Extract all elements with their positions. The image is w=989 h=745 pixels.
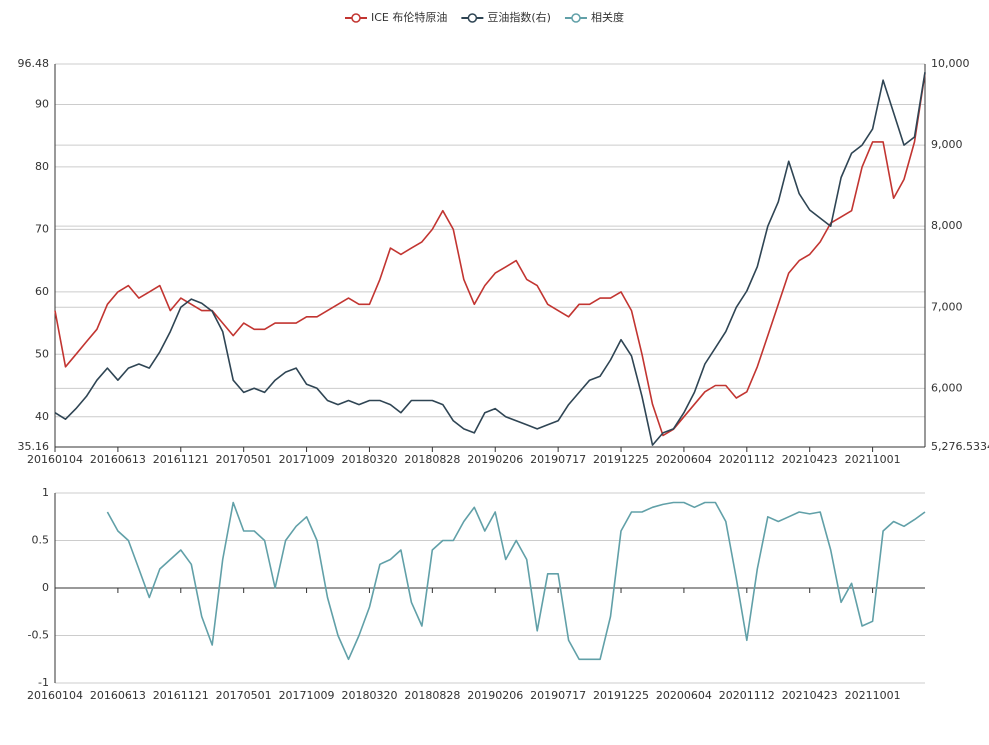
y2-tick-label: 7,000: [931, 300, 963, 313]
x-tick-label: 20201112: [719, 689, 775, 702]
x-tick-label: 20160104: [27, 689, 83, 702]
legend-label: 豆油指数(右): [487, 10, 551, 24]
y-tick-label: -0.5: [28, 629, 49, 642]
x-tick-label: 20190206: [467, 453, 523, 466]
y-tick-label: 1: [42, 486, 49, 499]
y-tick-label: 40: [35, 410, 49, 423]
x-tick-label: 20160613: [90, 453, 146, 466]
x-tick-label: 20210423: [782, 689, 838, 702]
y-tick-label: 35.16: [18, 440, 50, 453]
y-tick-label: 60: [35, 285, 49, 298]
y-tick-label: 50: [35, 347, 49, 360]
x-tick-label: 20211001: [845, 689, 901, 702]
y2-tick-label: 9,000: [931, 138, 963, 151]
x-tick-label: 20160104: [27, 453, 83, 466]
x-tick-label: 20180828: [404, 689, 460, 702]
x-tick-label: 20170501: [216, 453, 272, 466]
x-tick-label: 20201112: [719, 453, 775, 466]
series-line: [54, 71, 926, 446]
legend-marker: [351, 13, 361, 23]
series-line: [54, 73, 926, 437]
y-tick-label: 90: [35, 97, 49, 110]
y-tick-label: 80: [35, 160, 49, 173]
y2-tick-label: 10,000: [931, 57, 970, 70]
y2-tick-label: 6,000: [931, 381, 963, 394]
y-tick-label: -1: [38, 676, 49, 689]
x-tick-label: 20190717: [530, 689, 586, 702]
x-tick-label: 20210423: [782, 453, 838, 466]
legend-label: ICE 布伦特原油: [371, 10, 447, 24]
x-tick-label: 20170501: [216, 689, 272, 702]
series-line: [106, 501, 926, 661]
x-tick-label: 20160613: [90, 689, 146, 702]
y-tick-label: 96.48: [18, 57, 50, 70]
x-tick-label: 20191225: [593, 453, 649, 466]
x-tick-label: 20180828: [404, 453, 460, 466]
x-tick-label: 20180320: [341, 453, 397, 466]
x-tick-label: 20200604: [656, 689, 712, 702]
y2-tick-label: 5,276.5334: [931, 440, 989, 453]
x-tick-label: 20200604: [656, 453, 712, 466]
x-tick-label: 20190206: [467, 689, 523, 702]
y-tick-label: 0: [42, 581, 49, 594]
x-tick-label: 20211001: [845, 453, 901, 466]
legend-label: 相关度: [591, 10, 624, 24]
y-tick-label: 70: [35, 222, 49, 235]
x-tick-label: 20190717: [530, 453, 586, 466]
x-tick-label: 20191225: [593, 689, 649, 702]
x-tick-label: 20171009: [279, 689, 335, 702]
x-tick-label: 20180320: [341, 689, 397, 702]
x-tick-label: 20171009: [279, 453, 335, 466]
legend-marker: [571, 13, 581, 23]
y2-tick-label: 8,000: [931, 219, 963, 232]
y-tick-label: 0.5: [32, 534, 50, 547]
legend-marker: [467, 13, 478, 23]
x-tick-label: 20161121: [153, 453, 209, 466]
x-tick-label: 20161121: [153, 689, 209, 702]
